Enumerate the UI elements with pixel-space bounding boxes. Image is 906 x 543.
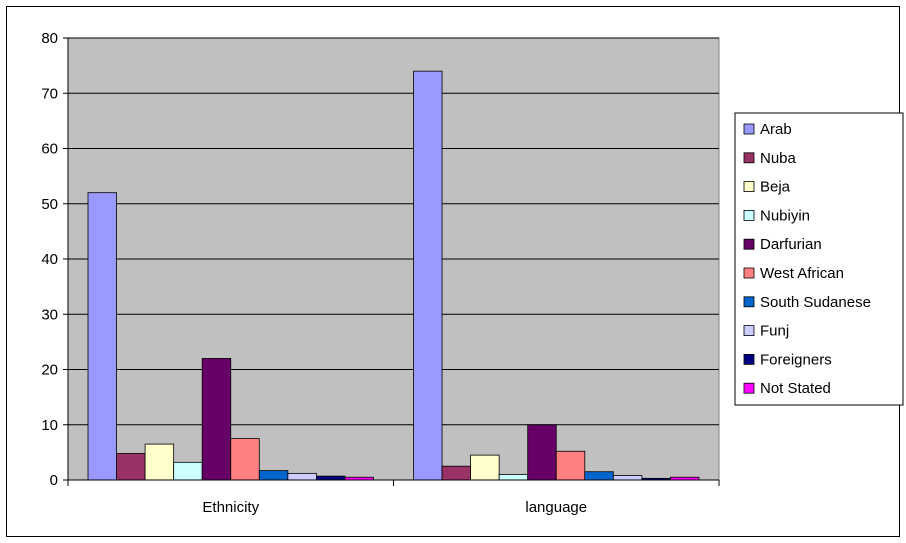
legend-label: Foreigners — [760, 351, 832, 368]
y-tick-labels: 0 10 20 30 40 50 60 70 80 — [41, 30, 58, 489]
legend-swatch — [743, 267, 755, 279]
legend-swatch — [743, 181, 755, 193]
y-tick-label: 60 — [41, 141, 58, 158]
legend-swatch — [743, 382, 755, 394]
legend-label: Funj — [760, 323, 789, 340]
y-tick-label: 0 — [50, 472, 58, 489]
y-tick-label: 70 — [41, 85, 58, 102]
y-tick-label: 50 — [41, 196, 58, 213]
x-category-label: Ethnicity — [202, 499, 259, 516]
bar — [527, 424, 557, 481]
bar — [555, 450, 586, 481]
bar — [498, 474, 529, 481]
bar — [201, 358, 232, 481]
legend-swatch — [743, 152, 755, 164]
legend-swatch — [743, 238, 755, 250]
legend-swatch — [743, 296, 755, 308]
bar — [470, 454, 500, 481]
y-tick-label: 40 — [41, 251, 58, 268]
y-tick-label: 20 — [41, 362, 58, 379]
legend-label: Nuba — [760, 150, 797, 167]
axes — [63, 37, 720, 486]
bar — [315, 475, 346, 481]
legend-label: Not Stated — [760, 380, 831, 397]
legend-label: Arab — [760, 121, 792, 138]
bar — [230, 438, 260, 481]
legend-swatch — [743, 123, 755, 135]
legend-label: Nubiyin — [760, 207, 810, 224]
legend-swatch — [743, 353, 755, 365]
legend-box — [734, 112, 904, 406]
bar — [173, 461, 203, 481]
legend-swatch — [743, 325, 755, 337]
legend-label: Darfurian — [760, 236, 822, 253]
legend-label: West African — [760, 265, 844, 282]
bar — [87, 192, 117, 481]
bar — [612, 475, 643, 481]
legend-swatch — [743, 209, 755, 221]
legend-label: South Sudanese — [760, 294, 871, 311]
bar — [144, 443, 175, 481]
y-tick-label: 80 — [41, 30, 58, 47]
bar — [116, 453, 146, 481]
y-tick-label: 10 — [41, 417, 58, 434]
bar — [287, 472, 317, 481]
y-tick-label: 30 — [41, 306, 58, 323]
bar — [413, 70, 443, 481]
legend-label: Beja — [760, 179, 791, 196]
bar — [441, 465, 471, 481]
bar — [584, 471, 614, 481]
x-category-label: language — [525, 499, 587, 516]
x-category-labels: Ethnicity language — [202, 499, 587, 516]
gridlines — [68, 37, 719, 426]
bars — [87, 70, 700, 481]
bar — [258, 470, 289, 481]
legend: Arab Nuba Beja Nubiyin Darfurian West African… — [734, 112, 904, 406]
